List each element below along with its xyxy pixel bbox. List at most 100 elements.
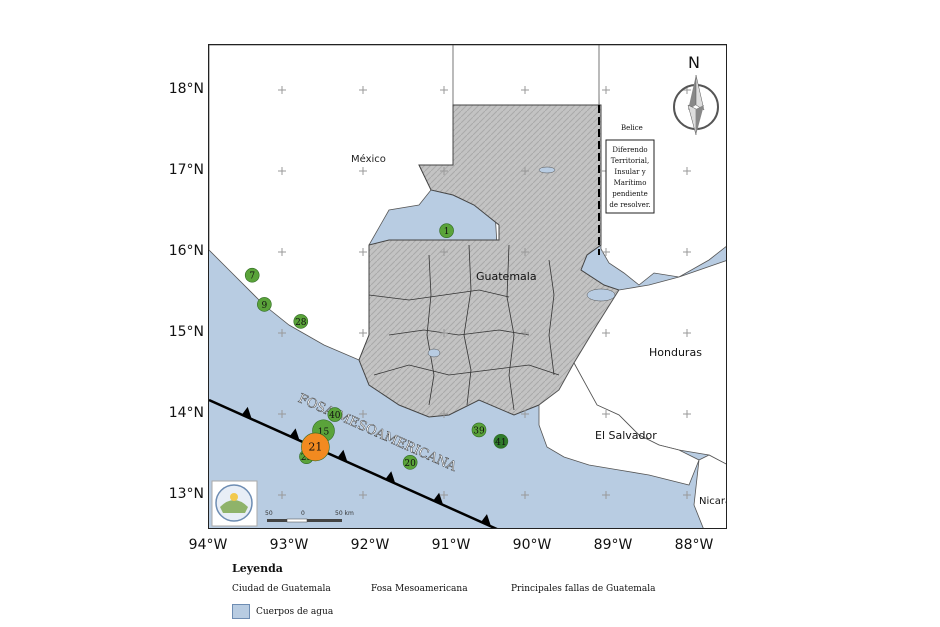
event-marker[interactable]: 28	[293, 314, 309, 329]
dispute-note-line: de resolver.	[609, 201, 650, 209]
water-swatch	[232, 604, 250, 619]
graticule-cross	[359, 410, 367, 418]
lat-label-16: 16°N	[168, 243, 204, 259]
trench-tooth	[337, 449, 348, 462]
graticule-cross	[683, 491, 691, 499]
event-label: 41	[495, 438, 506, 448]
scale-bar	[267, 518, 342, 523]
event-label: 40	[329, 411, 341, 421]
event-marker[interactable]: 9	[257, 297, 272, 312]
graticule-cross	[683, 410, 691, 418]
label-guatemala: Guatemala	[476, 270, 537, 283]
map-canvas[interactable]: FOSA MESOAMERICANA México Guatemala Hond…	[209, 45, 727, 529]
graticule-cross	[521, 167, 529, 175]
lat-label-13: 13°N	[168, 486, 204, 502]
trench-tooth	[241, 406, 252, 419]
graticule-cross	[683, 167, 691, 175]
graticule-cross	[359, 86, 367, 94]
event-circle[interactable]	[402, 455, 418, 470]
graticule-cross	[440, 86, 448, 94]
legend: Leyenda Ciudad de Guatemala Fosa Mesoame…	[232, 562, 792, 619]
graticule-cross	[521, 248, 529, 256]
event-circle[interactable]	[293, 314, 309, 329]
graticule-cross	[440, 167, 448, 175]
trench-tooth	[480, 514, 491, 527]
graticule-cross	[278, 248, 286, 256]
event-circle[interactable]	[439, 223, 454, 238]
graticule-cross	[683, 329, 691, 337]
graticule-cross	[602, 410, 610, 418]
trench-teeth	[241, 406, 491, 527]
north-arrow-icon	[673, 74, 719, 136]
scale-label-left: 50	[265, 510, 273, 517]
lake-izabal	[586, 288, 616, 302]
graticule-cross	[359, 248, 367, 256]
event-label: 9	[261, 301, 267, 311]
land-nicaragua	[693, 454, 726, 528]
event-marker[interactable]: 41	[493, 433, 509, 449]
event-marker[interactable]: 40	[327, 407, 343, 422]
lon-label-93: 93°W	[269, 537, 309, 553]
trench-tooth	[289, 428, 300, 441]
event-circle[interactable]	[257, 297, 272, 312]
event-marker[interactable]: 21	[301, 432, 330, 462]
north-label: N	[688, 53, 700, 72]
legend-water-label: Cuerpos de agua	[256, 606, 334, 617]
dispute-note-line: Territorial,	[611, 157, 649, 165]
graticule-cross	[602, 491, 610, 499]
lat-label-14: 14°N	[168, 405, 204, 421]
event-circle[interactable]	[471, 422, 487, 438]
graticule-cross	[359, 167, 367, 175]
lon-label-88: 88°W	[674, 537, 714, 553]
dispute-note-line: Insular y	[614, 168, 645, 176]
lon-label-92: 92°W	[350, 537, 390, 553]
event-label: 39	[473, 426, 485, 436]
legend-item-city: Ciudad de Guatemala	[232, 584, 331, 594]
event-circle[interactable]	[244, 267, 260, 283]
event-marker[interactable]: 39	[471, 422, 487, 438]
legend-item-faults: Principales fallas de Guatemala	[511, 584, 656, 594]
graticule-cross	[359, 491, 367, 499]
event-label: 7	[249, 272, 255, 282]
event-circle[interactable]	[301, 432, 330, 462]
lon-label-94: 94°W	[188, 537, 228, 553]
event-label: 15	[318, 427, 330, 437]
lake-peten	[538, 166, 556, 174]
graticule-cross	[440, 248, 448, 256]
event-circle[interactable]	[327, 407, 343, 422]
graticule-cross	[602, 329, 610, 337]
graticule-cross	[440, 491, 448, 499]
lat-label-17: 17°N	[168, 162, 204, 178]
graticule-cross	[359, 329, 367, 337]
event-marker[interactable]: 7	[244, 267, 260, 283]
graticule-cross	[278, 86, 286, 94]
insivumeh-logo	[211, 480, 258, 527]
land-guatemala	[358, 104, 620, 418]
map-frame[interactable]: FOSA MESOAMERICANA México Guatemala Hond…	[208, 44, 727, 529]
graticule-cross	[521, 491, 529, 499]
label-mexico: México	[351, 153, 386, 165]
label-honduras: Honduras	[649, 346, 702, 359]
event-marker[interactable]: 20	[402, 455, 418, 470]
event-label: 20	[404, 459, 416, 469]
dispute-note-line: Marítimo	[614, 179, 647, 187]
lon-label-90: 90°W	[512, 537, 552, 553]
lake-atitlan	[427, 348, 441, 358]
event-circle[interactable]	[493, 433, 509, 449]
department-borders	[368, 244, 560, 411]
event-label: 1	[444, 227, 450, 237]
dispute-note: Diferendo Territorial, Insular y Marítimo pe…	[609, 146, 650, 209]
lat-label-15: 15°N	[168, 324, 204, 340]
lon-label-91: 91°W	[431, 537, 471, 553]
dispute-note-line: Diferendo	[612, 146, 647, 154]
scale-label-zero: 0	[301, 510, 305, 517]
graticule-cross	[521, 410, 529, 418]
event-marker[interactable]: 1	[439, 223, 454, 238]
graticule-cross	[683, 248, 691, 256]
graticule-cross	[278, 329, 286, 337]
trench-line	[209, 398, 498, 528]
events-layer: 1357910286111240152521203941	[244, 223, 509, 470]
trench-tooth	[385, 471, 396, 484]
graticule-cross	[278, 410, 286, 418]
dispute-note-line: pendiente	[612, 190, 647, 198]
